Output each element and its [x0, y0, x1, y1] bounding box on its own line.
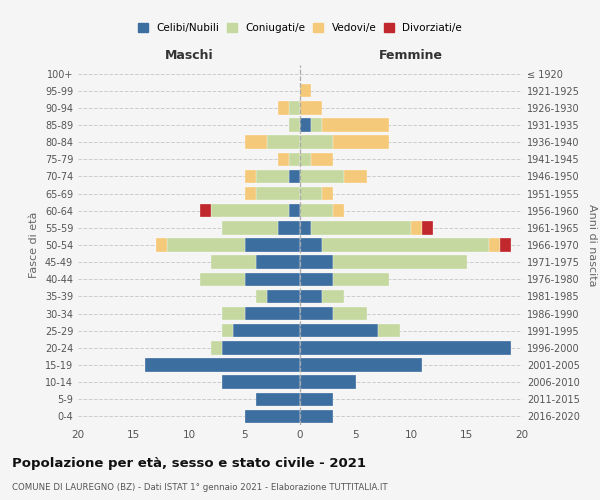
- Bar: [256, 290, 266, 303]
- Bar: [311, 221, 411, 234]
- Bar: [411, 221, 422, 234]
- Bar: [289, 101, 300, 114]
- Bar: [289, 204, 300, 218]
- Bar: [322, 238, 489, 252]
- Bar: [300, 392, 334, 406]
- Bar: [245, 238, 300, 252]
- Bar: [289, 118, 300, 132]
- Bar: [334, 136, 389, 149]
- Bar: [300, 118, 311, 132]
- Bar: [278, 101, 289, 114]
- Bar: [489, 238, 500, 252]
- Bar: [211, 256, 256, 269]
- Text: COMUNE DI LAUREGNO (BZ) - Dati ISTAT 1° gennaio 2021 - Elaborazione TUTTITALIA.I: COMUNE DI LAUREGNO (BZ) - Dati ISTAT 1° …: [12, 482, 388, 492]
- Bar: [278, 221, 300, 234]
- Bar: [334, 256, 467, 269]
- Bar: [311, 118, 322, 132]
- Bar: [245, 307, 300, 320]
- Bar: [245, 272, 300, 286]
- Bar: [322, 118, 389, 132]
- Bar: [266, 290, 300, 303]
- Bar: [245, 170, 256, 183]
- Bar: [300, 204, 334, 218]
- Bar: [200, 272, 245, 286]
- Bar: [245, 410, 300, 423]
- Bar: [211, 341, 222, 354]
- Bar: [245, 187, 256, 200]
- Bar: [289, 170, 300, 183]
- Bar: [256, 187, 300, 200]
- Bar: [156, 238, 167, 252]
- Bar: [200, 204, 211, 218]
- Bar: [300, 256, 334, 269]
- Bar: [300, 307, 334, 320]
- Bar: [300, 170, 344, 183]
- Bar: [300, 136, 334, 149]
- Bar: [167, 238, 245, 252]
- Bar: [223, 307, 245, 320]
- Bar: [300, 324, 378, 338]
- Bar: [223, 221, 278, 234]
- Bar: [278, 152, 289, 166]
- Bar: [222, 376, 300, 389]
- Bar: [344, 170, 367, 183]
- Bar: [256, 256, 300, 269]
- Text: Popolazione per età, sesso e stato civile - 2021: Popolazione per età, sesso e stato civil…: [12, 458, 366, 470]
- Bar: [300, 238, 322, 252]
- Y-axis label: Fasce di età: Fasce di età: [29, 212, 39, 278]
- Text: Maschi: Maschi: [164, 48, 214, 62]
- Bar: [211, 204, 289, 218]
- Bar: [322, 290, 344, 303]
- Bar: [256, 170, 289, 183]
- Bar: [222, 324, 233, 338]
- Bar: [322, 187, 334, 200]
- Bar: [289, 152, 300, 166]
- Bar: [334, 204, 344, 218]
- Bar: [300, 84, 311, 98]
- Bar: [311, 152, 334, 166]
- Bar: [378, 324, 400, 338]
- Bar: [300, 376, 355, 389]
- Bar: [233, 324, 300, 338]
- Bar: [422, 221, 433, 234]
- Text: Femmine: Femmine: [379, 48, 443, 62]
- Bar: [266, 136, 300, 149]
- Legend: Celibi/Nubili, Coniugati/e, Vedovi/e, Divorziati/e: Celibi/Nubili, Coniugati/e, Vedovi/e, Di…: [135, 20, 465, 36]
- Bar: [500, 238, 511, 252]
- Bar: [222, 341, 300, 354]
- Bar: [300, 290, 322, 303]
- Bar: [300, 221, 311, 234]
- Bar: [300, 272, 334, 286]
- Bar: [334, 272, 389, 286]
- Bar: [300, 152, 311, 166]
- Bar: [300, 358, 422, 372]
- Bar: [300, 187, 322, 200]
- Bar: [334, 307, 367, 320]
- Bar: [300, 410, 334, 423]
- Bar: [300, 341, 511, 354]
- Bar: [300, 101, 322, 114]
- Bar: [145, 358, 300, 372]
- Bar: [245, 136, 266, 149]
- Y-axis label: Anni di nascita: Anni di nascita: [587, 204, 596, 286]
- Bar: [256, 392, 300, 406]
